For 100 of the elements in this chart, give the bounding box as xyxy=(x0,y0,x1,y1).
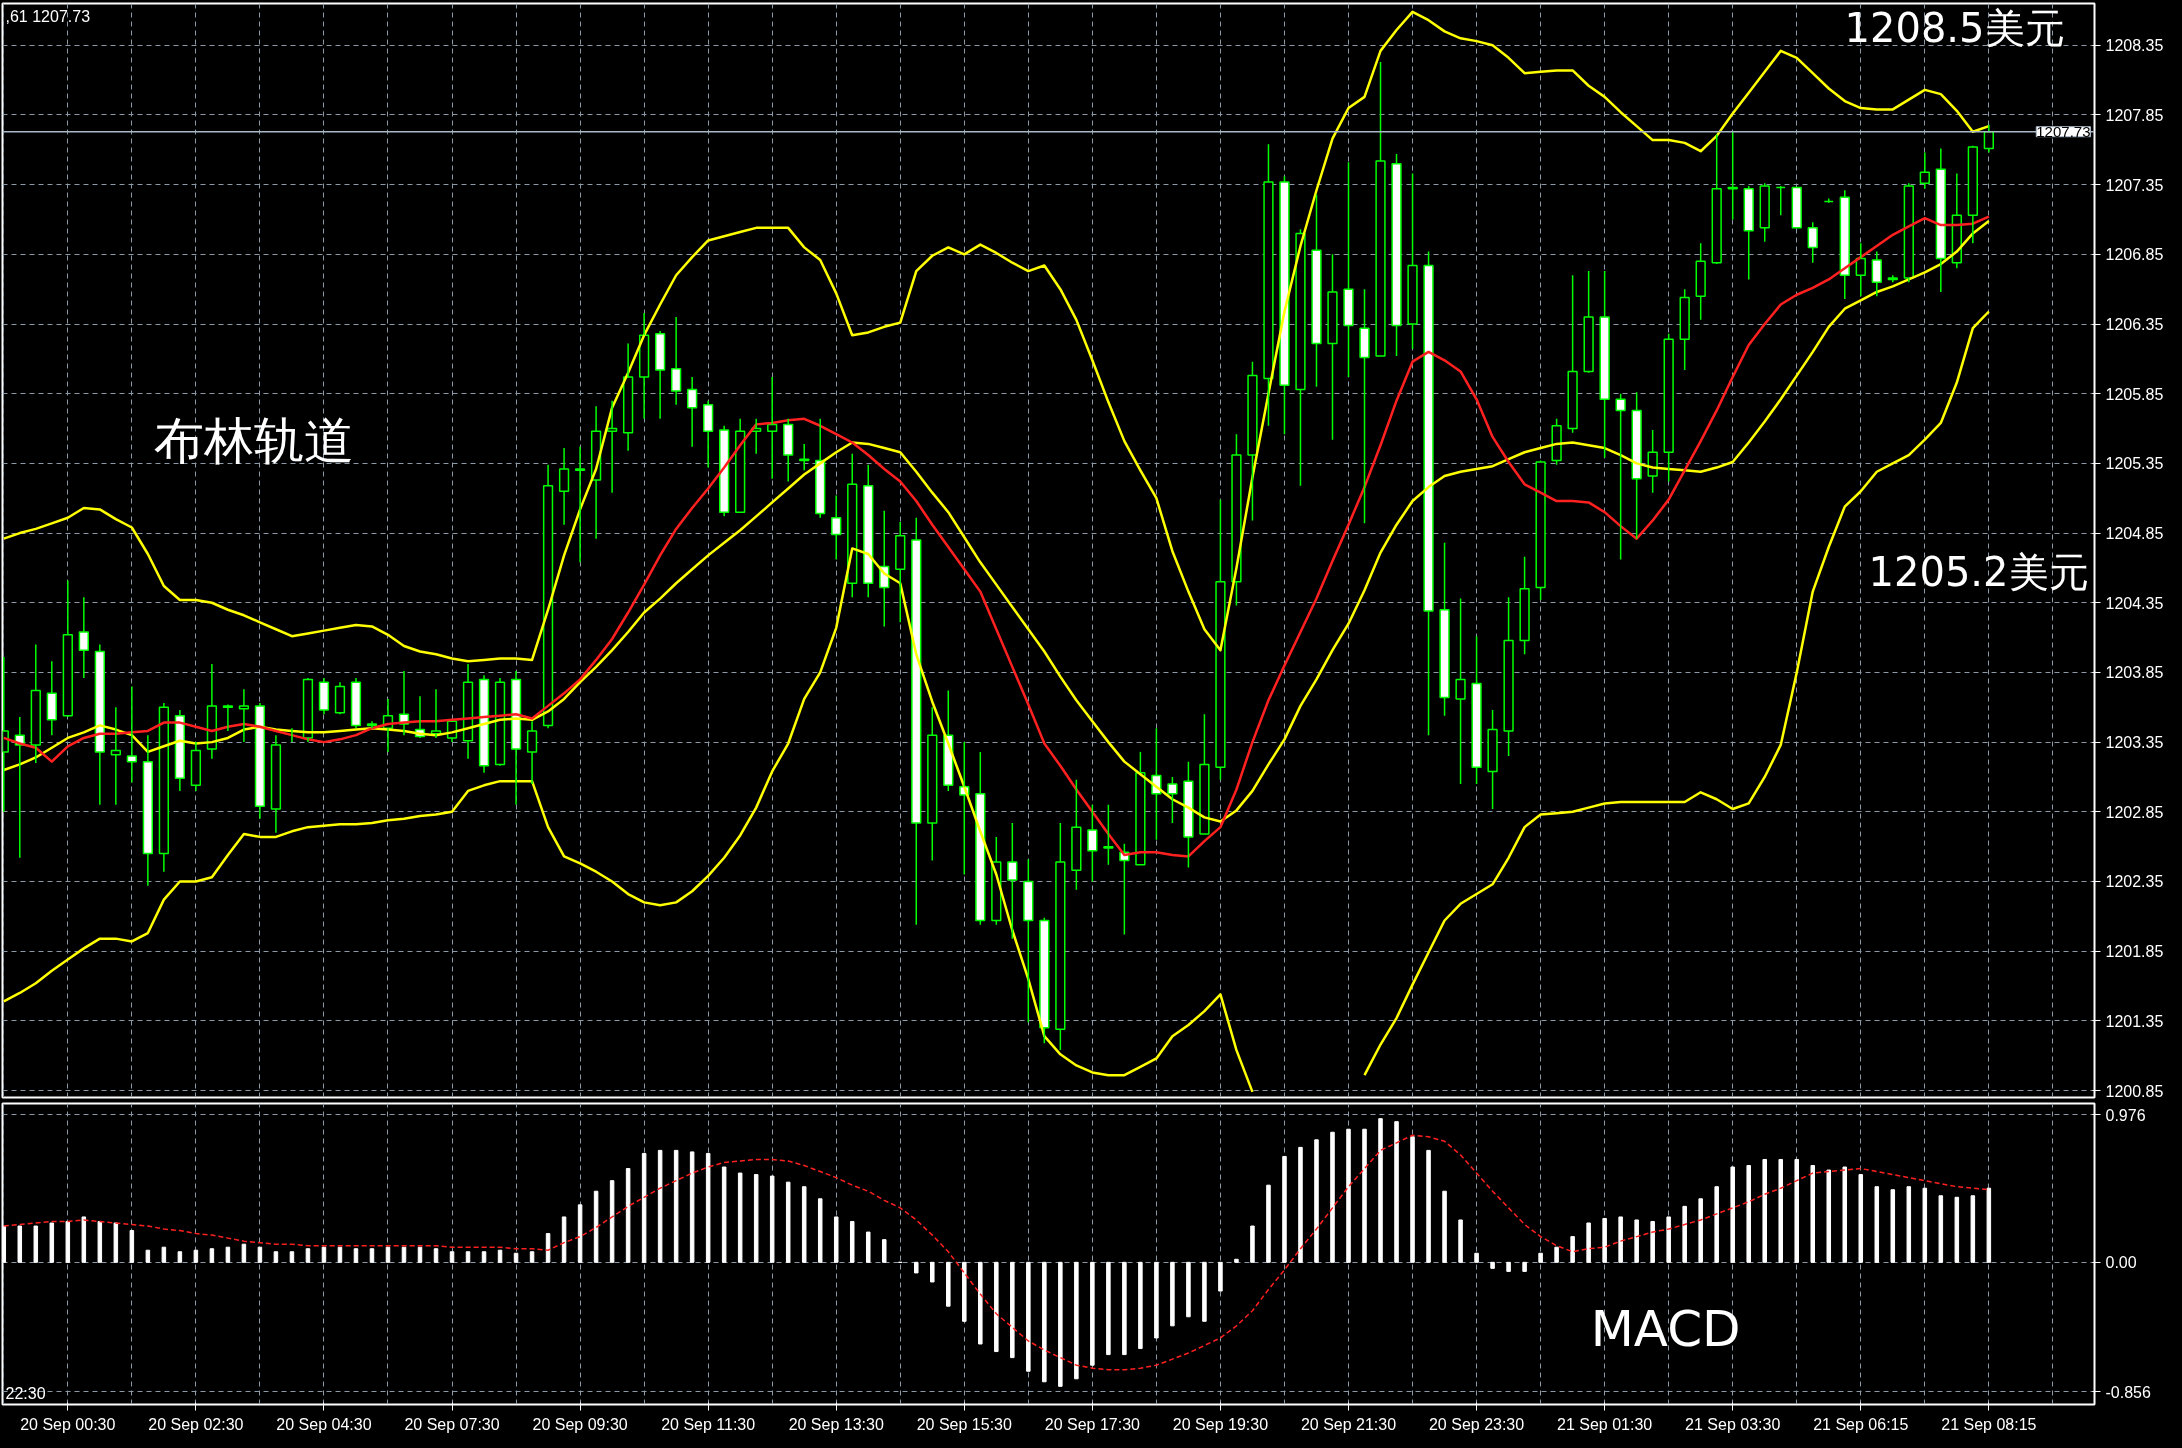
bar xyxy=(1506,1261,1511,1272)
bar xyxy=(529,1251,535,1263)
bar xyxy=(1090,1261,1095,1366)
bar xyxy=(33,1225,39,1263)
x-tick-label: 21 Sep 06:15 xyxy=(1813,1415,1909,1433)
candlestick xyxy=(687,376,698,448)
x-tick-label: 20 Sep 09:30 xyxy=(532,1415,628,1433)
candlestick xyxy=(78,596,89,679)
candlestick xyxy=(719,425,730,518)
candlestick xyxy=(1183,760,1194,869)
candlestick xyxy=(815,418,826,519)
y-tick-label: 1206.85 xyxy=(2105,246,2164,264)
bar xyxy=(1218,1261,1223,1292)
candlestick xyxy=(1199,713,1210,835)
candlestick xyxy=(478,674,490,774)
candlestick xyxy=(270,734,282,834)
bar xyxy=(1602,1217,1607,1263)
bar xyxy=(1490,1261,1495,1269)
bar xyxy=(241,1243,247,1263)
candlestick xyxy=(1471,635,1482,785)
bar xyxy=(1282,1155,1287,1263)
bar xyxy=(129,1230,135,1263)
bar xyxy=(1954,1196,1960,1263)
candlestick xyxy=(831,494,842,561)
bar xyxy=(577,1204,583,1263)
bar xyxy=(481,1251,487,1263)
x-tick-label: 20 Sep 15:30 xyxy=(916,1415,1012,1433)
bar xyxy=(1362,1128,1367,1263)
bar xyxy=(209,1248,215,1263)
bar xyxy=(1762,1158,1767,1263)
bar xyxy=(994,1261,999,1353)
candlestick xyxy=(1567,274,1578,434)
x-tick-label: 21 Sep 03:30 xyxy=(1685,1415,1781,1433)
bar xyxy=(1890,1189,1896,1263)
bar xyxy=(177,1251,183,1263)
candlestick xyxy=(1487,709,1498,810)
bar xyxy=(1746,1165,1751,1263)
bar xyxy=(1826,1169,1832,1263)
y-tick-label: 1202.85 xyxy=(2105,803,2164,821)
candlestick xyxy=(1135,751,1146,866)
candlestick xyxy=(1327,253,1338,441)
candlestick xyxy=(638,312,650,420)
candlestick xyxy=(1615,392,1626,561)
candlestick xyxy=(1663,333,1674,483)
bar xyxy=(753,1174,759,1263)
bar xyxy=(17,1225,23,1263)
candlestick xyxy=(735,418,746,513)
bar xyxy=(1442,1190,1447,1263)
bar xyxy=(1938,1195,1944,1263)
candlestick xyxy=(62,579,73,717)
bar xyxy=(914,1261,919,1274)
candlestick xyxy=(254,702,266,820)
candlestick xyxy=(1295,228,1306,487)
x-tick-label: 20 Sep 04:30 xyxy=(276,1415,372,1433)
candlestick xyxy=(1439,542,1450,717)
bar xyxy=(1618,1216,1623,1263)
candlestick xyxy=(1391,153,1402,357)
annotation: MACD xyxy=(1590,1300,1741,1359)
y-tick-label: 1203.85 xyxy=(2105,664,2164,682)
bar xyxy=(1794,1158,1799,1263)
bar xyxy=(1138,1261,1143,1350)
candlestick xyxy=(1631,391,1642,540)
x-tick-label: 21 Sep 01:30 xyxy=(1557,1415,1653,1433)
bar xyxy=(1634,1219,1639,1263)
bar xyxy=(1074,1261,1079,1380)
annotation: 22:30 xyxy=(5,1384,46,1402)
bar xyxy=(1650,1220,1655,1263)
candlestick xyxy=(927,706,938,862)
candlestick xyxy=(190,741,202,792)
candlestick xyxy=(1967,146,1978,244)
candlestick xyxy=(1215,498,1226,781)
x-tick-label: 20 Sep 23:30 xyxy=(1428,1415,1525,1433)
candlestick xyxy=(558,447,570,526)
x-tick-label: 20 Sep 21:30 xyxy=(1300,1415,1397,1433)
bar xyxy=(817,1198,823,1263)
y-tick-label: 1203.35 xyxy=(2105,734,2164,752)
bar xyxy=(305,1248,311,1263)
bar xyxy=(1314,1139,1319,1263)
candlestick xyxy=(1583,270,1594,373)
bar xyxy=(1026,1261,1031,1372)
candlestick xyxy=(1311,193,1322,388)
candlestick xyxy=(1071,779,1082,891)
x-tick-label: 20 Sep 19:30 xyxy=(1172,1415,1269,1433)
bar xyxy=(657,1149,663,1263)
candlestick xyxy=(1263,143,1274,427)
bar xyxy=(593,1190,599,1263)
candlestick xyxy=(526,720,538,785)
bar xyxy=(1106,1261,1111,1356)
candlestick xyxy=(654,330,666,420)
candlestick xyxy=(1087,804,1098,883)
candlestick xyxy=(350,677,362,729)
bar xyxy=(1234,1258,1239,1263)
ref-line-label: 1207.73 xyxy=(2036,122,2091,140)
bar xyxy=(769,1175,775,1263)
candlestick xyxy=(1599,270,1610,459)
bar xyxy=(497,1249,503,1263)
bar xyxy=(1042,1261,1047,1383)
bar xyxy=(1554,1246,1559,1263)
bar xyxy=(1346,1128,1351,1263)
annotation: ,61 1207.73 xyxy=(5,7,91,25)
